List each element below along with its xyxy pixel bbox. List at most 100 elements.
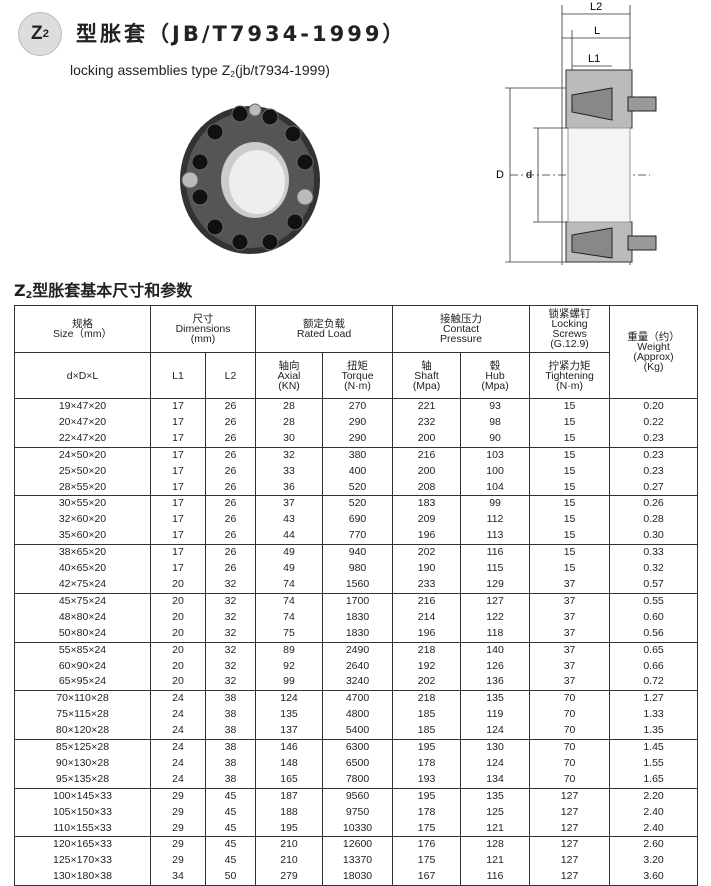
table-cell: 1.35	[609, 723, 699, 740]
header-line: (N·m)	[344, 379, 371, 392]
header-line: (N·m)	[556, 379, 583, 392]
table-cell: 20	[150, 674, 206, 691]
table-cell: 24	[150, 723, 206, 740]
table-cell: 2640	[322, 658, 394, 675]
table-cell: 0.55	[609, 592, 699, 610]
table-cell: 89	[255, 641, 324, 659]
header-line: 额定负载	[303, 318, 346, 330]
table-cell: 116	[460, 869, 531, 886]
table-cell: 218	[392, 641, 462, 659]
table-cell: 175	[392, 853, 462, 870]
table-row: 22×47×20 17 26 30 290 200 90 15 0.23	[14, 430, 699, 448]
header-cell: 锁紧螺钉 Locking Screws (G.12.9)	[529, 305, 611, 353]
table-cell: 32	[204, 641, 257, 659]
title: 型胀套（JB/T7934-1999）	[76, 22, 407, 46]
header-line: Pressure	[440, 333, 483, 345]
header-line: 规格	[72, 318, 93, 330]
table-row: 38×65×20 17 26 49 940 202 116 15 0.33	[14, 544, 699, 562]
header-line: (Kg)	[643, 361, 664, 373]
table-row: 45×75×24 20 32 74 1700 216 127 37 0.55	[14, 592, 699, 610]
dim-label: L2	[590, 1, 602, 13]
table-cell: 1560	[322, 576, 394, 594]
header-line: (KN)	[278, 379, 300, 392]
table-cell: 17	[150, 430, 206, 448]
table-cell: 167	[392, 869, 462, 886]
table-cell: 770	[322, 528, 394, 545]
table-cell: 110×155×33	[14, 820, 151, 837]
table-cell: 690	[322, 512, 394, 529]
table-cell: 10330	[322, 820, 394, 837]
section-sub: 2	[25, 290, 33, 301]
table-cell: 187	[255, 787, 324, 805]
table-cell: 28	[255, 414, 324, 431]
header-cell: L1	[150, 352, 206, 399]
table-cell: 115	[460, 561, 531, 577]
table-cell: 37	[529, 609, 611, 626]
table-cell: 20	[150, 576, 206, 594]
table-cell: 70	[529, 707, 611, 724]
table-cell: 43	[255, 512, 324, 529]
table-row: 55×85×24 20 32 89 2490 218 140 37 0.65	[14, 641, 699, 659]
table-cell: 140	[460, 641, 531, 659]
table-cell: 24×50×20	[14, 446, 151, 464]
table-cell: 15	[529, 397, 611, 415]
table-cell: 135	[255, 707, 324, 724]
table-cell: 127	[460, 592, 531, 610]
table-cell: 34	[150, 869, 206, 886]
header-line: Rated Load	[296, 328, 352, 340]
table-cell: 26	[204, 495, 257, 513]
table-cell: 103	[460, 446, 531, 464]
table-cell: 105×150×33	[14, 804, 151, 821]
table-row: 100×145×33 29 45 187 9560 195 135 127 2.20	[14, 787, 699, 805]
table-cell: 210	[255, 853, 324, 870]
table-cell: 70	[529, 771, 611, 789]
header-line: Size（mm）	[53, 328, 112, 340]
table-row: 120×165×33 29 45 210 12600 176 128 127 2.60	[14, 836, 699, 854]
header-line: 扭矩	[347, 359, 369, 372]
table-cell: 380	[322, 446, 394, 464]
header-line: 拧紧力矩	[548, 359, 591, 372]
table-cell: 70×110×28	[14, 690, 151, 708]
table-row: 65×95×24 20 32 99 3240 202 136 37 0.72	[14, 674, 699, 691]
table-row: 40×65×20 17 26 49 980 190 115 15 0.32	[14, 561, 699, 577]
table-cell: 17	[150, 446, 206, 464]
table-row: 95×135×28 24 38 165 7800 193 134 70 1.65	[14, 771, 699, 789]
table-cell: 13370	[322, 853, 394, 870]
table-cell: 50×80×24	[14, 625, 151, 643]
badge-letter: Z	[31, 23, 43, 44]
table-cell: 55×85×24	[14, 641, 151, 659]
header-cell: 额定负载 Rated Load	[255, 305, 394, 353]
table-cell: 32	[255, 446, 324, 464]
table-cell: 121	[460, 853, 531, 870]
table-cell: 45	[204, 820, 257, 837]
header-line: 接触压力	[440, 313, 483, 325]
table-cell: 0.22	[609, 414, 699, 431]
table-cell: 100×145×33	[14, 787, 151, 805]
table-cell: 221	[392, 397, 462, 415]
table-cell: 9560	[322, 787, 394, 805]
table-cell: 20	[150, 641, 206, 659]
table-cell: 26	[204, 561, 257, 577]
table-cell: 50	[204, 869, 257, 886]
table-cell: 35×60×20	[14, 528, 151, 545]
badge-sub: 2	[42, 28, 49, 40]
table-cell: 15	[529, 414, 611, 431]
table-cell: 116	[460, 544, 531, 562]
table-cell: 0.26	[609, 495, 699, 513]
table-cell: 80×120×28	[14, 723, 151, 740]
table-row: 28×55×20 17 26 36 520 208 104 15 0.27	[14, 479, 699, 496]
header-cell: 扭矩 Torque (N·m)	[322, 352, 394, 399]
table-cell: 45	[204, 804, 257, 821]
header-line: 锁紧螺钉	[548, 308, 591, 320]
table-cell: 74	[255, 609, 324, 626]
table-cell: 29	[150, 820, 206, 837]
table-row: 60×90×24 20 32 92 2640 192 126 37 0.66	[14, 658, 699, 675]
table-cell: 26	[204, 414, 257, 431]
table-cell: 70	[529, 723, 611, 740]
table-cell: 17	[150, 414, 206, 431]
table-cell: 210	[255, 836, 324, 854]
table-cell: 0.72	[609, 674, 699, 691]
header-line: d×D×L	[66, 369, 99, 382]
dim-label: d	[526, 169, 532, 181]
header-cell: 尺寸 Dimensions (mm)	[149, 305, 257, 353]
